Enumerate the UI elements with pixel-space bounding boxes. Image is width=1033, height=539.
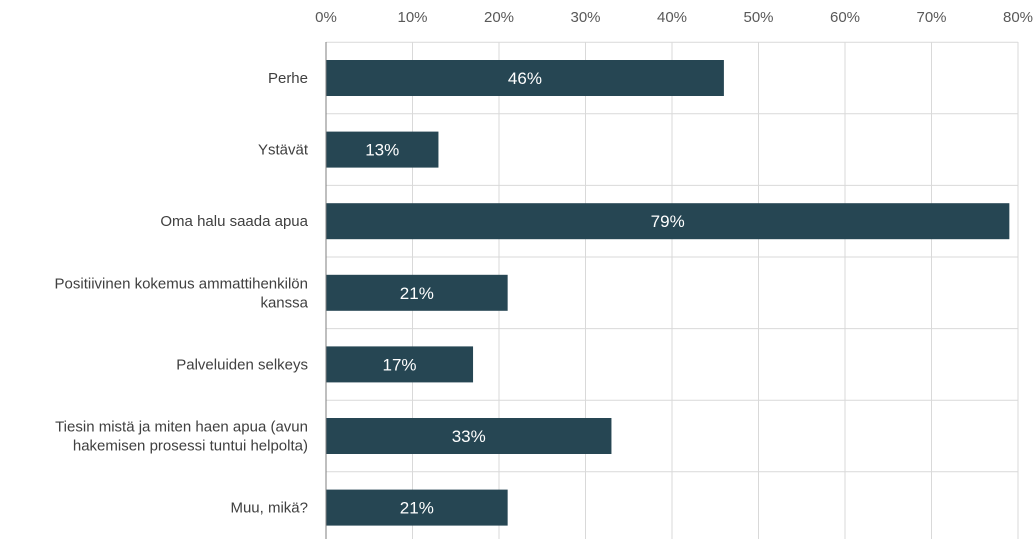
bar-data-label: 46% xyxy=(508,69,542,88)
category-label: Perhe xyxy=(268,70,308,87)
bar-data-label: 17% xyxy=(383,355,417,374)
x-axis-ticks: 0% 10% 20% 30% 40% 50% 60% 70% 80% xyxy=(315,9,1033,26)
x-tick-label: 20% xyxy=(484,9,514,26)
x-tick-label: 30% xyxy=(570,9,600,26)
category-label: Muu, mikä? xyxy=(230,500,308,517)
bar-data-label: 21% xyxy=(400,284,434,303)
bar-data-label: 13% xyxy=(365,141,399,160)
category-label: hakemisen prosessi tuntui helpolta) xyxy=(73,438,308,455)
bar xyxy=(326,346,474,383)
x-tick-label: 80% xyxy=(1003,9,1033,26)
x-tick-label: 40% xyxy=(657,9,687,26)
category-labels: Perhe Ystävät Oma halu saada apua Positiivi… xyxy=(55,70,309,517)
bar xyxy=(326,60,724,96)
category-label: Positiivinen kokemus ammattihenkilön xyxy=(55,275,308,292)
category-label: Ystävät xyxy=(258,142,309,159)
bars: 46% 13% 79% 21% 17% 33% 21% xyxy=(326,60,1010,526)
x-tick-label: 0% xyxy=(315,9,337,26)
x-tick-label: 70% xyxy=(916,9,946,26)
bar xyxy=(326,274,508,311)
bar xyxy=(326,489,508,526)
gridlines xyxy=(326,41,1019,539)
bar-data-label: 79% xyxy=(651,212,685,231)
bar-data-label: 33% xyxy=(452,427,486,446)
bar-data-label: 21% xyxy=(400,499,434,518)
category-label: Oma halu saada apua xyxy=(160,213,308,230)
category-label: Tiesin mistä ja miten haen apua (avun xyxy=(55,419,308,436)
x-tick-label: 10% xyxy=(397,9,427,26)
bar xyxy=(326,131,439,168)
x-tick-label: 60% xyxy=(830,9,860,26)
bar xyxy=(326,418,612,454)
category-label: Palveluiden selkeys xyxy=(176,356,308,373)
bar xyxy=(326,203,1010,240)
category-label: kanssa xyxy=(260,294,308,311)
x-tick-label: 50% xyxy=(743,9,773,26)
